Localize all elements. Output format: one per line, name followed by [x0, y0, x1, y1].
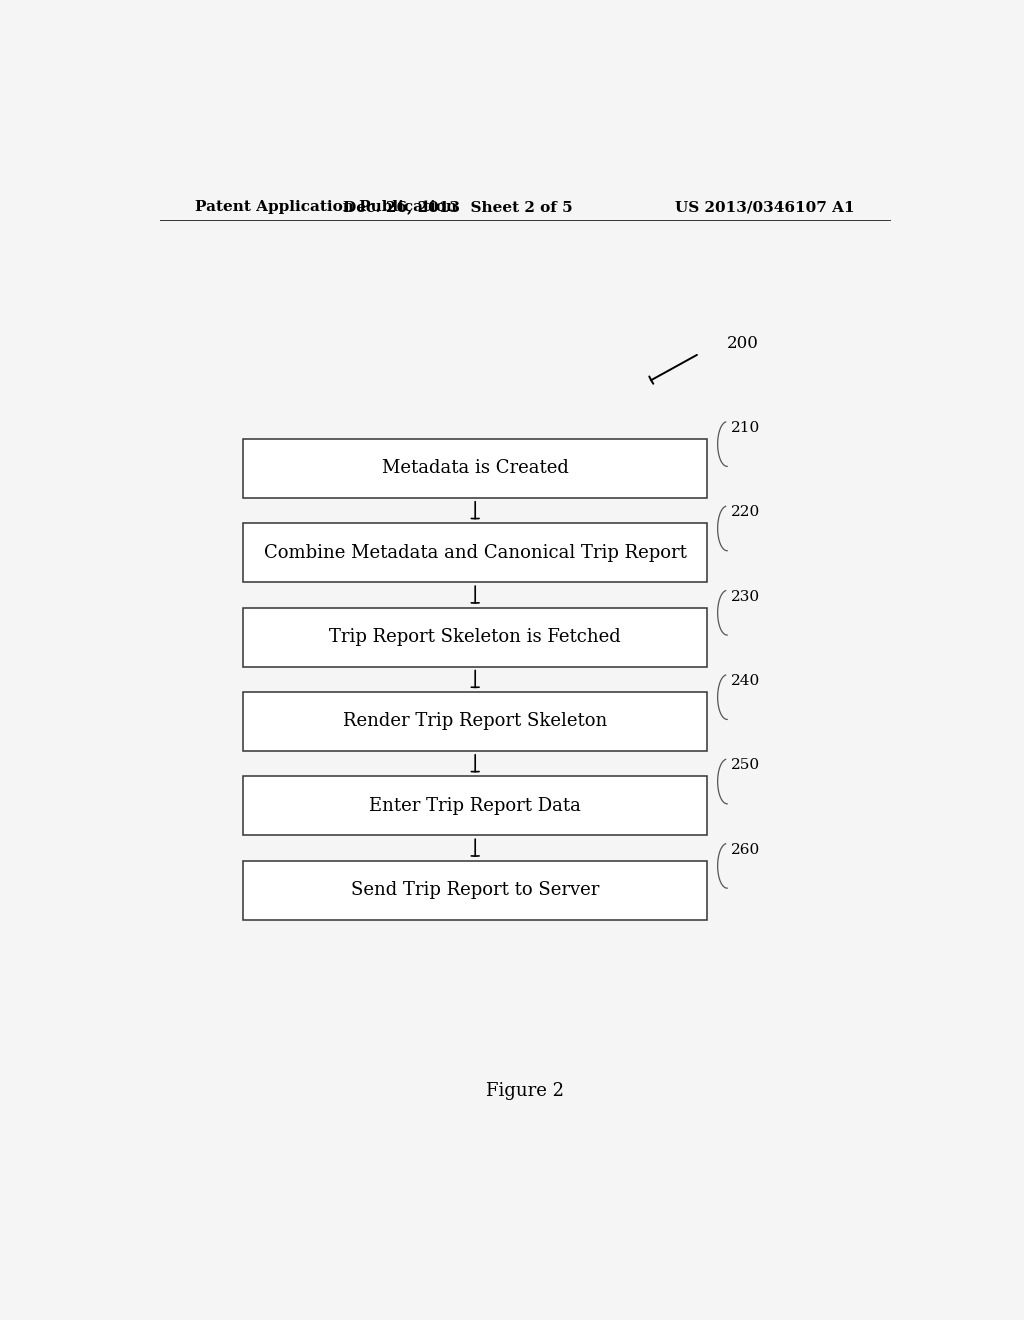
- Text: 210: 210: [731, 421, 761, 434]
- Text: Metadata is Created: Metadata is Created: [382, 459, 568, 478]
- Text: 200: 200: [727, 335, 759, 352]
- Text: Trip Report Skeleton is Fetched: Trip Report Skeleton is Fetched: [330, 628, 622, 645]
- Text: Send Trip Report to Server: Send Trip Report to Server: [351, 882, 599, 899]
- Bar: [243, 523, 708, 582]
- Text: Combine Metadata and Canonical Trip Report: Combine Metadata and Canonical Trip Repo…: [264, 544, 687, 562]
- Text: 220: 220: [731, 506, 761, 519]
- Text: 260: 260: [731, 842, 761, 857]
- Text: Dec. 26, 2013  Sheet 2 of 5: Dec. 26, 2013 Sheet 2 of 5: [343, 201, 572, 214]
- Text: Enter Trip Report Data: Enter Trip Report Data: [370, 797, 582, 814]
- Text: Patent Application Publication: Patent Application Publication: [196, 201, 458, 214]
- Text: 240: 240: [731, 675, 761, 688]
- Bar: [243, 776, 708, 836]
- Bar: [243, 861, 708, 920]
- Text: 250: 250: [731, 758, 760, 772]
- Text: Figure 2: Figure 2: [485, 1082, 564, 1101]
- Text: US 2013/0346107 A1: US 2013/0346107 A1: [675, 201, 854, 214]
- Text: 230: 230: [731, 590, 760, 603]
- Text: Render Trip Report Skeleton: Render Trip Report Skeleton: [343, 713, 607, 730]
- Bar: [243, 440, 708, 498]
- Bar: [243, 692, 708, 751]
- Bar: [243, 607, 708, 667]
